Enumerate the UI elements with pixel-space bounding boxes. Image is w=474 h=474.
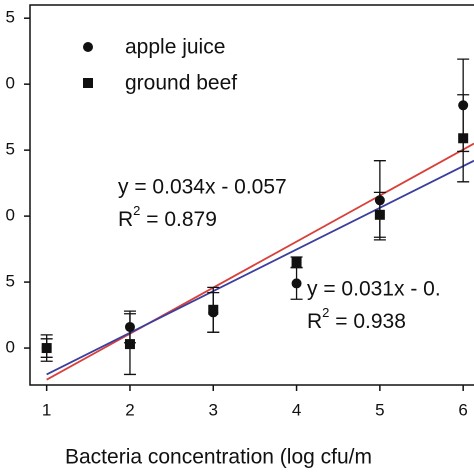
r-squared: R2 = 0.879 xyxy=(118,203,217,230)
plot-frame xyxy=(29,4,474,386)
data-point xyxy=(374,209,385,220)
x-axis-label: Bacteria concentration (log cfu/m xyxy=(65,446,372,469)
data-point xyxy=(291,278,302,289)
x-tick-label: 2 xyxy=(125,400,134,419)
r-symbol: R xyxy=(118,208,133,231)
superscript: 2 xyxy=(322,305,329,320)
x-tick-label: 5 xyxy=(375,400,384,419)
legend-label: apple juice xyxy=(125,36,225,59)
fit-line xyxy=(46,159,474,376)
superscript: 2 xyxy=(133,203,140,218)
y-tick-label: 5 xyxy=(6,272,15,291)
y-tick-label: 5 xyxy=(6,8,15,27)
r-value: = 0.938 xyxy=(329,310,405,333)
data-point xyxy=(458,133,469,144)
equation: y = 0.031x - 0. xyxy=(307,278,441,301)
legend-label: ground beef xyxy=(125,72,237,95)
y-tick-label: 0 xyxy=(6,206,15,225)
x-tick-label: 4 xyxy=(292,400,301,419)
legend-marker xyxy=(83,42,93,52)
legend-marker xyxy=(83,78,93,88)
data-point xyxy=(208,304,219,315)
x-tick-label: 1 xyxy=(42,400,51,419)
fit-line xyxy=(46,142,474,381)
data-point xyxy=(291,257,302,268)
y-tick-label: 0 xyxy=(6,338,15,357)
x-tick-label: 3 xyxy=(209,400,218,419)
r-value: = 0.879 xyxy=(140,208,216,231)
r-squared: R2 = 0.938 xyxy=(307,305,406,332)
x-tick-label: 6 xyxy=(458,400,467,419)
equation: y = 0.034x - 0.057 xyxy=(118,176,287,199)
y-tick-label: 0 xyxy=(6,74,15,93)
data-point xyxy=(124,339,135,350)
data-point xyxy=(41,343,52,354)
r-symbol: R xyxy=(307,310,322,333)
y-tick-label: 5 xyxy=(6,140,15,159)
